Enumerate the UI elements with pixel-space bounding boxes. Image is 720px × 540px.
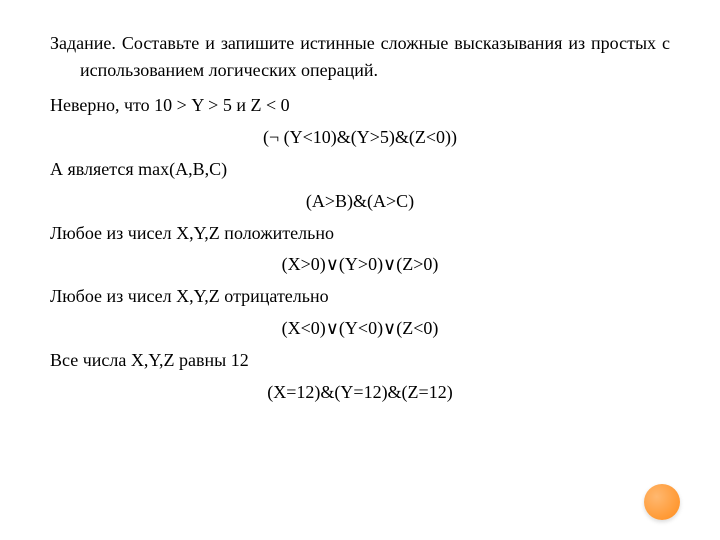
formula-5: (X=12)&(Y=12)&(Z=12) (50, 379, 670, 407)
formula-3: (X>0)∨(Y>0)∨(Z>0) (50, 251, 670, 279)
statement-1: Неверно, что 10 > Y > 5 и Z < 0 (50, 92, 670, 120)
slide-content: Задание. Составьте и запишите истинные с… (0, 0, 720, 407)
statement-3: Любое из чисел X,Y,Z положительно (50, 220, 670, 248)
formula-1: (¬ (Y<10)&(Y>5)&(Z<0)) (50, 124, 670, 152)
statement-4: Любое из чисел X,Y,Z отрицательно (50, 283, 670, 311)
statement-2: А является max(A,B,C) (50, 156, 670, 184)
task-intro: Задание. Составьте и запишите истинные с… (50, 30, 670, 84)
statement-5: Все числа X,Y,Z равны 12 (50, 347, 670, 375)
accent-circle-icon (644, 484, 680, 520)
formula-2: (A>B)&(A>C) (50, 188, 670, 216)
formula-4: (X<0)∨(Y<0)∨(Z<0) (50, 315, 670, 343)
